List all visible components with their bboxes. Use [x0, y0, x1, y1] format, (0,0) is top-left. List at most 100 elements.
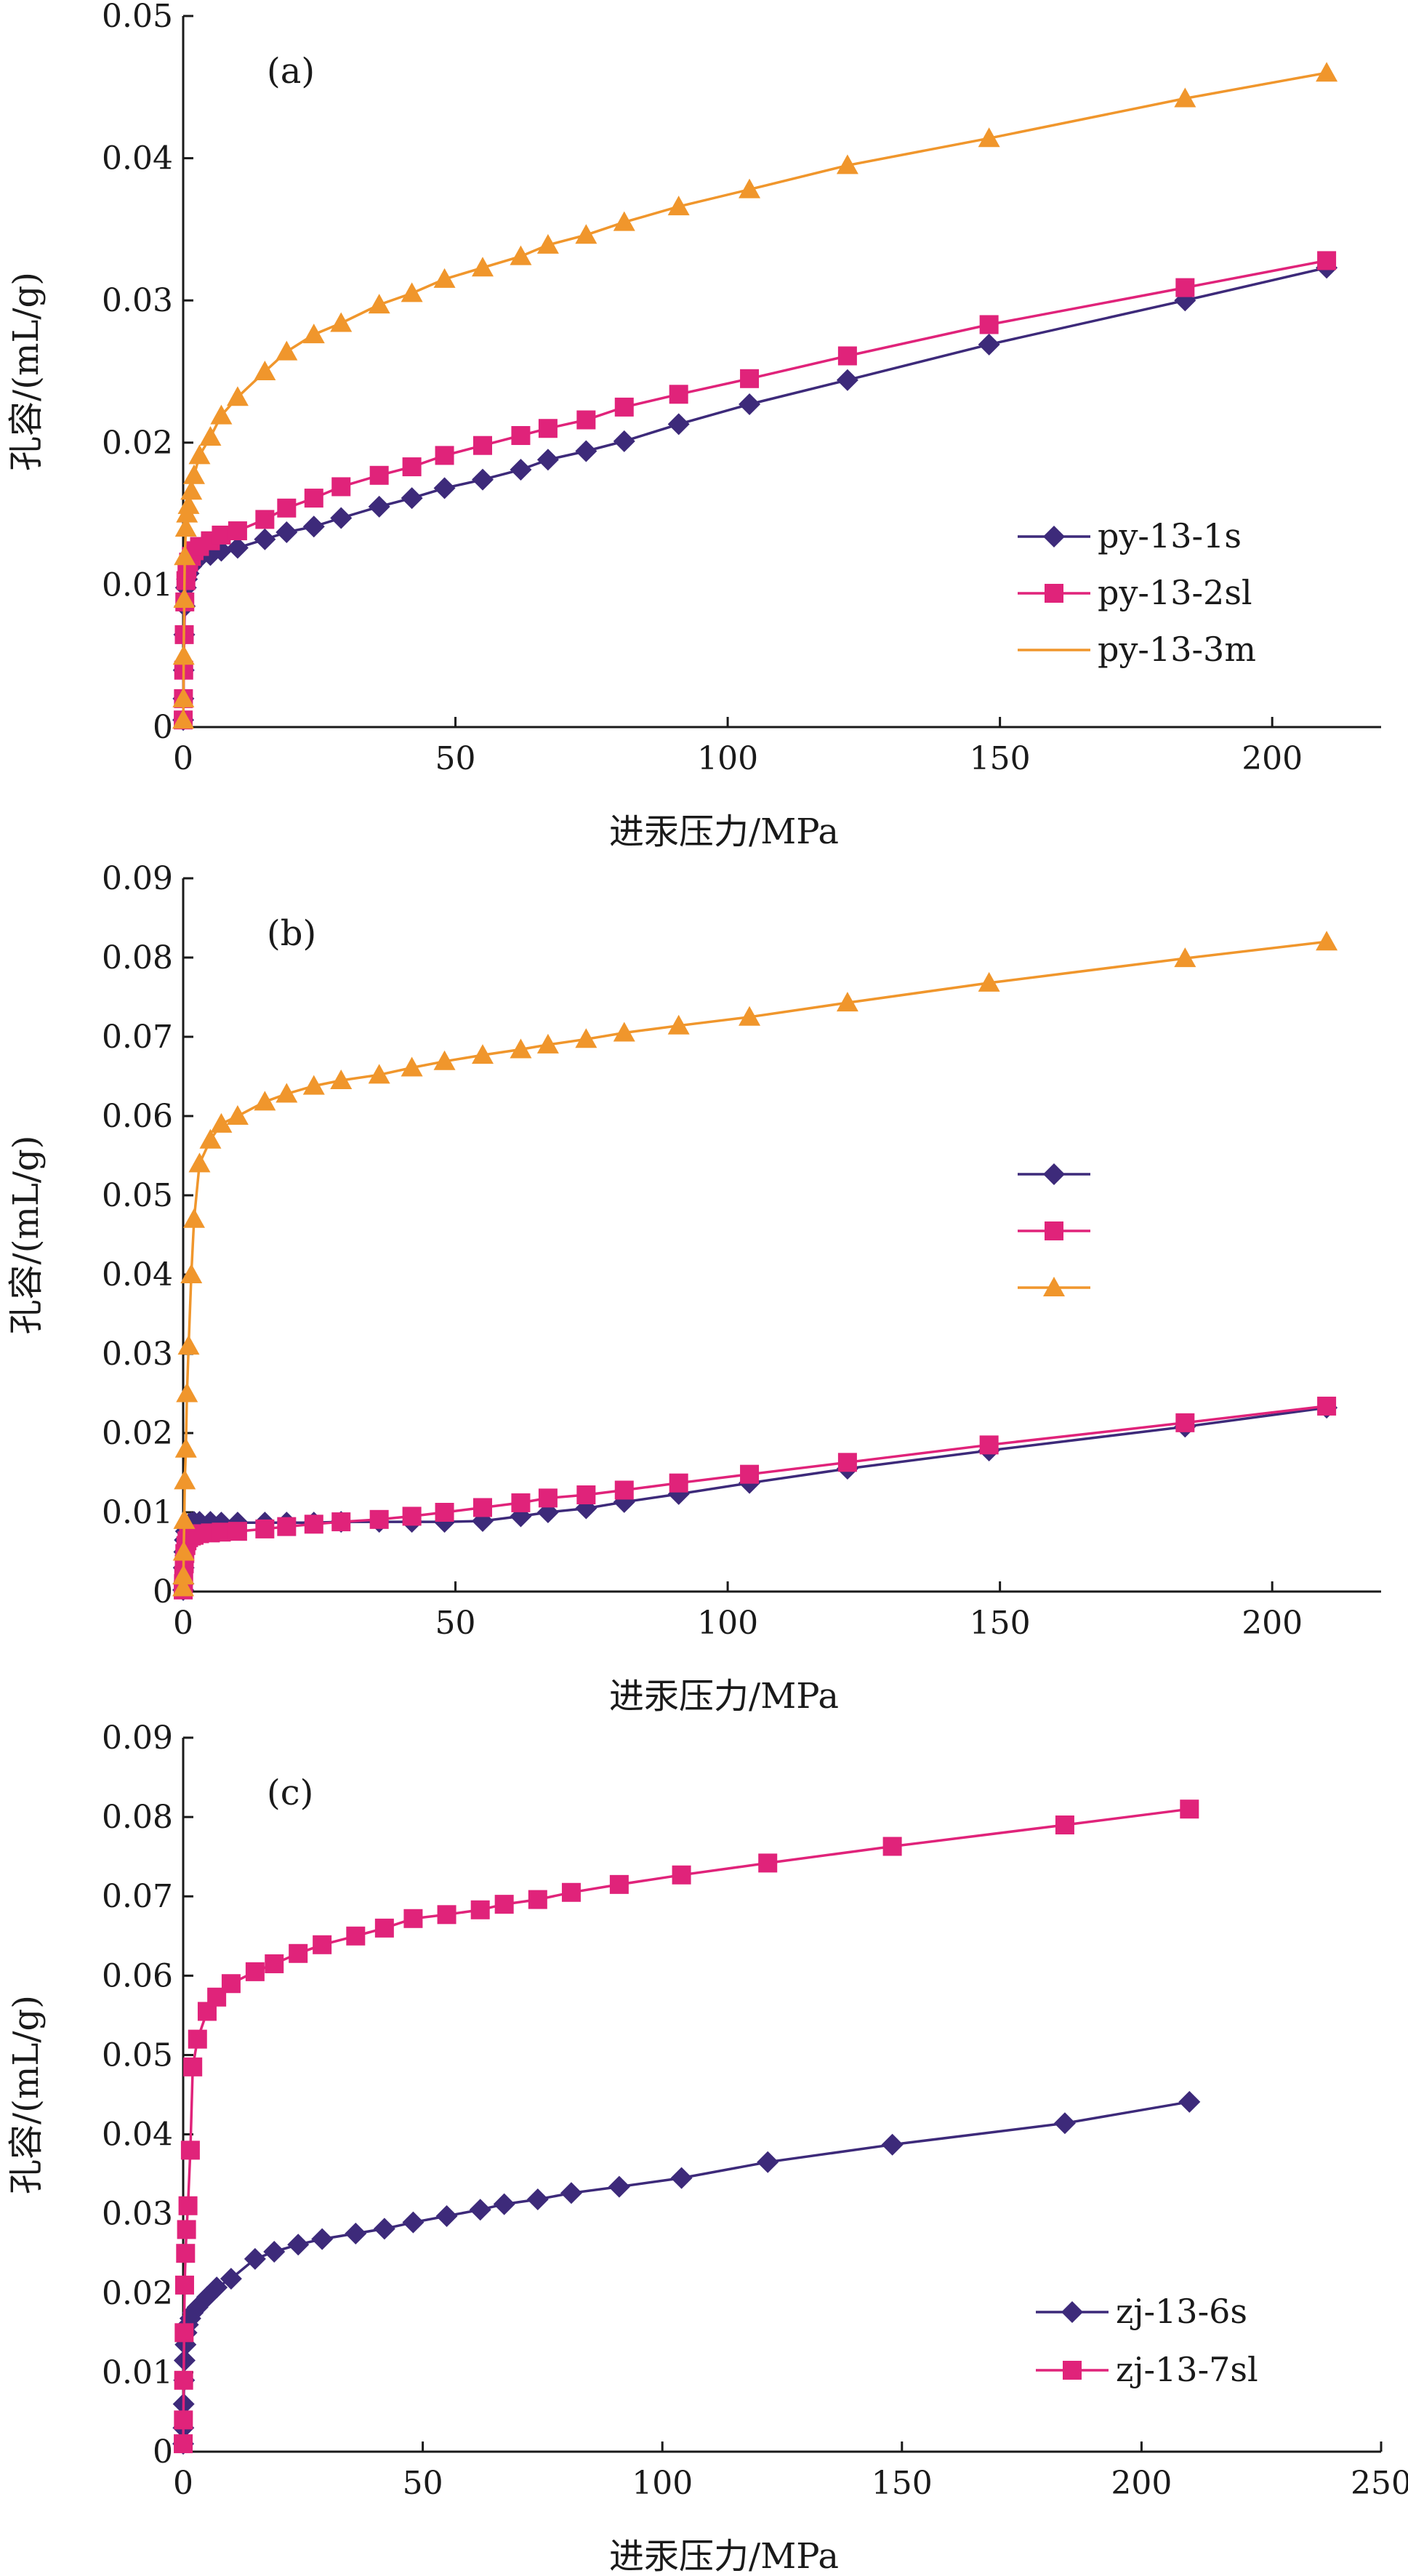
legend-item: py-13-2sl — [1018, 573, 1252, 612]
legend-marker — [1043, 1277, 1065, 1296]
data-point — [228, 521, 247, 541]
y-tick-label: 0.01 — [102, 566, 173, 603]
x-tick-label: 0 — [173, 1605, 193, 1642]
data-point — [435, 446, 454, 465]
data-point — [1174, 87, 1196, 108]
x-tick-label: 150 — [872, 2465, 933, 2502]
chart-panel-1: 0 0.01 0.02 0.03 0.04 0.05 0 50 100 150 200 进汞压力/MP… — [6, 0, 1381, 852]
x-tick-label: 250 — [1351, 2465, 1408, 2502]
data-point — [177, 494, 200, 514]
data-point — [265, 1954, 284, 1973]
legend-marker — [1045, 1221, 1063, 1240]
y-tick-label: 0.06 — [102, 1957, 173, 1994]
data-point — [302, 1075, 325, 1095]
data-point — [437, 1905, 456, 1925]
data-point — [401, 282, 423, 302]
data-point — [401, 1056, 423, 1077]
data-point — [172, 645, 195, 665]
data-point — [575, 1028, 598, 1048]
data-point — [199, 1128, 222, 1149]
data-point — [330, 507, 353, 529]
data-point — [538, 419, 558, 438]
data-point — [226, 386, 249, 406]
data-point — [289, 1943, 308, 1963]
data-point — [304, 1514, 323, 1534]
data-point — [1175, 1413, 1195, 1432]
data-point — [493, 2193, 515, 2215]
data-point — [180, 480, 203, 500]
data-point — [670, 2167, 693, 2189]
data-point — [433, 1050, 456, 1070]
data-point — [836, 369, 858, 391]
data-point — [188, 2029, 207, 2049]
data-point — [226, 1105, 249, 1125]
data-point — [739, 393, 761, 415]
data-point — [1180, 1799, 1199, 1819]
data-point — [183, 2057, 203, 2077]
data-point — [881, 2133, 904, 2156]
data-point — [369, 1509, 389, 1529]
y-tick-label: 0.05 — [102, 1177, 173, 1214]
data-point — [739, 178, 761, 198]
legend-marker — [1043, 1163, 1065, 1185]
x-tick-label: 0 — [173, 740, 193, 777]
data-point — [470, 1900, 490, 1919]
data-point — [330, 312, 353, 332]
data-point — [254, 361, 276, 380]
data-point — [368, 495, 390, 518]
data-point — [511, 426, 531, 446]
y-tick-label: 0.03 — [102, 282, 173, 319]
data-point — [473, 1498, 492, 1517]
data-point — [275, 1083, 298, 1103]
data-point — [472, 1044, 494, 1064]
data-point — [180, 1264, 203, 1283]
data-point — [837, 346, 857, 366]
data-point — [313, 1935, 332, 1954]
x-tick-label: 50 — [435, 1605, 476, 1642]
data-point — [614, 397, 634, 417]
data-point — [173, 587, 196, 608]
data-point — [882, 1837, 902, 1856]
data-point — [528, 1890, 547, 1909]
data-point — [254, 1091, 276, 1111]
series-3 — [172, 931, 1338, 1597]
data-point — [401, 487, 423, 510]
chart-panel-2: 0 0.01 0.02 0.03 0.04 0.05 0.06 0.07 0.08 0.09 0 50… — [6, 860, 1381, 1717]
y-tick-label: 0.03 — [102, 1336, 173, 1373]
data-point — [836, 992, 858, 1012]
data-point — [174, 2370, 193, 2390]
data-point — [206, 2276, 228, 2299]
x-axis-title: 进汞压力/MPa — [609, 811, 839, 852]
x-tick-label: 200 — [1242, 740, 1303, 777]
data-point — [1055, 1815, 1074, 1835]
data-point — [182, 1208, 205, 1228]
y-tick-label: 0.05 — [102, 0, 173, 35]
data-point — [302, 324, 325, 344]
data-point — [311, 2228, 334, 2250]
x-tick-label: 100 — [632, 2465, 693, 2502]
data-point — [220, 2268, 242, 2290]
data-point — [212, 1522, 231, 1542]
data-point — [978, 127, 1000, 148]
chart-panel-3: 0 0.01 0.02 0.03 0.04 0.05 0.06 0.07 0.08 0.09 0 50… — [6, 1720, 1408, 2576]
data-point — [667, 413, 690, 436]
legend-item — [1018, 1163, 1090, 1185]
data-point — [172, 1565, 195, 1585]
legend-marker — [1043, 526, 1065, 547]
data-point — [740, 369, 760, 388]
legend-item: zj-13-6s — [1036, 2292, 1247, 2331]
data-point — [978, 971, 1000, 992]
data-point — [575, 224, 598, 244]
data-point — [369, 465, 389, 485]
y-tick-label: 0.05 — [102, 2037, 173, 2074]
x-tick-label: 50 — [403, 2465, 443, 2502]
data-point — [1175, 278, 1195, 297]
y-tick-label: 0.02 — [102, 1415, 173, 1452]
legend-item — [1018, 1277, 1090, 1296]
data-point — [174, 2275, 194, 2295]
data-point — [576, 1485, 596, 1505]
y-tick-label: 0.08 — [102, 939, 173, 976]
data-point — [221, 1974, 241, 1994]
data-point — [177, 1335, 200, 1355]
data-point — [172, 687, 195, 707]
